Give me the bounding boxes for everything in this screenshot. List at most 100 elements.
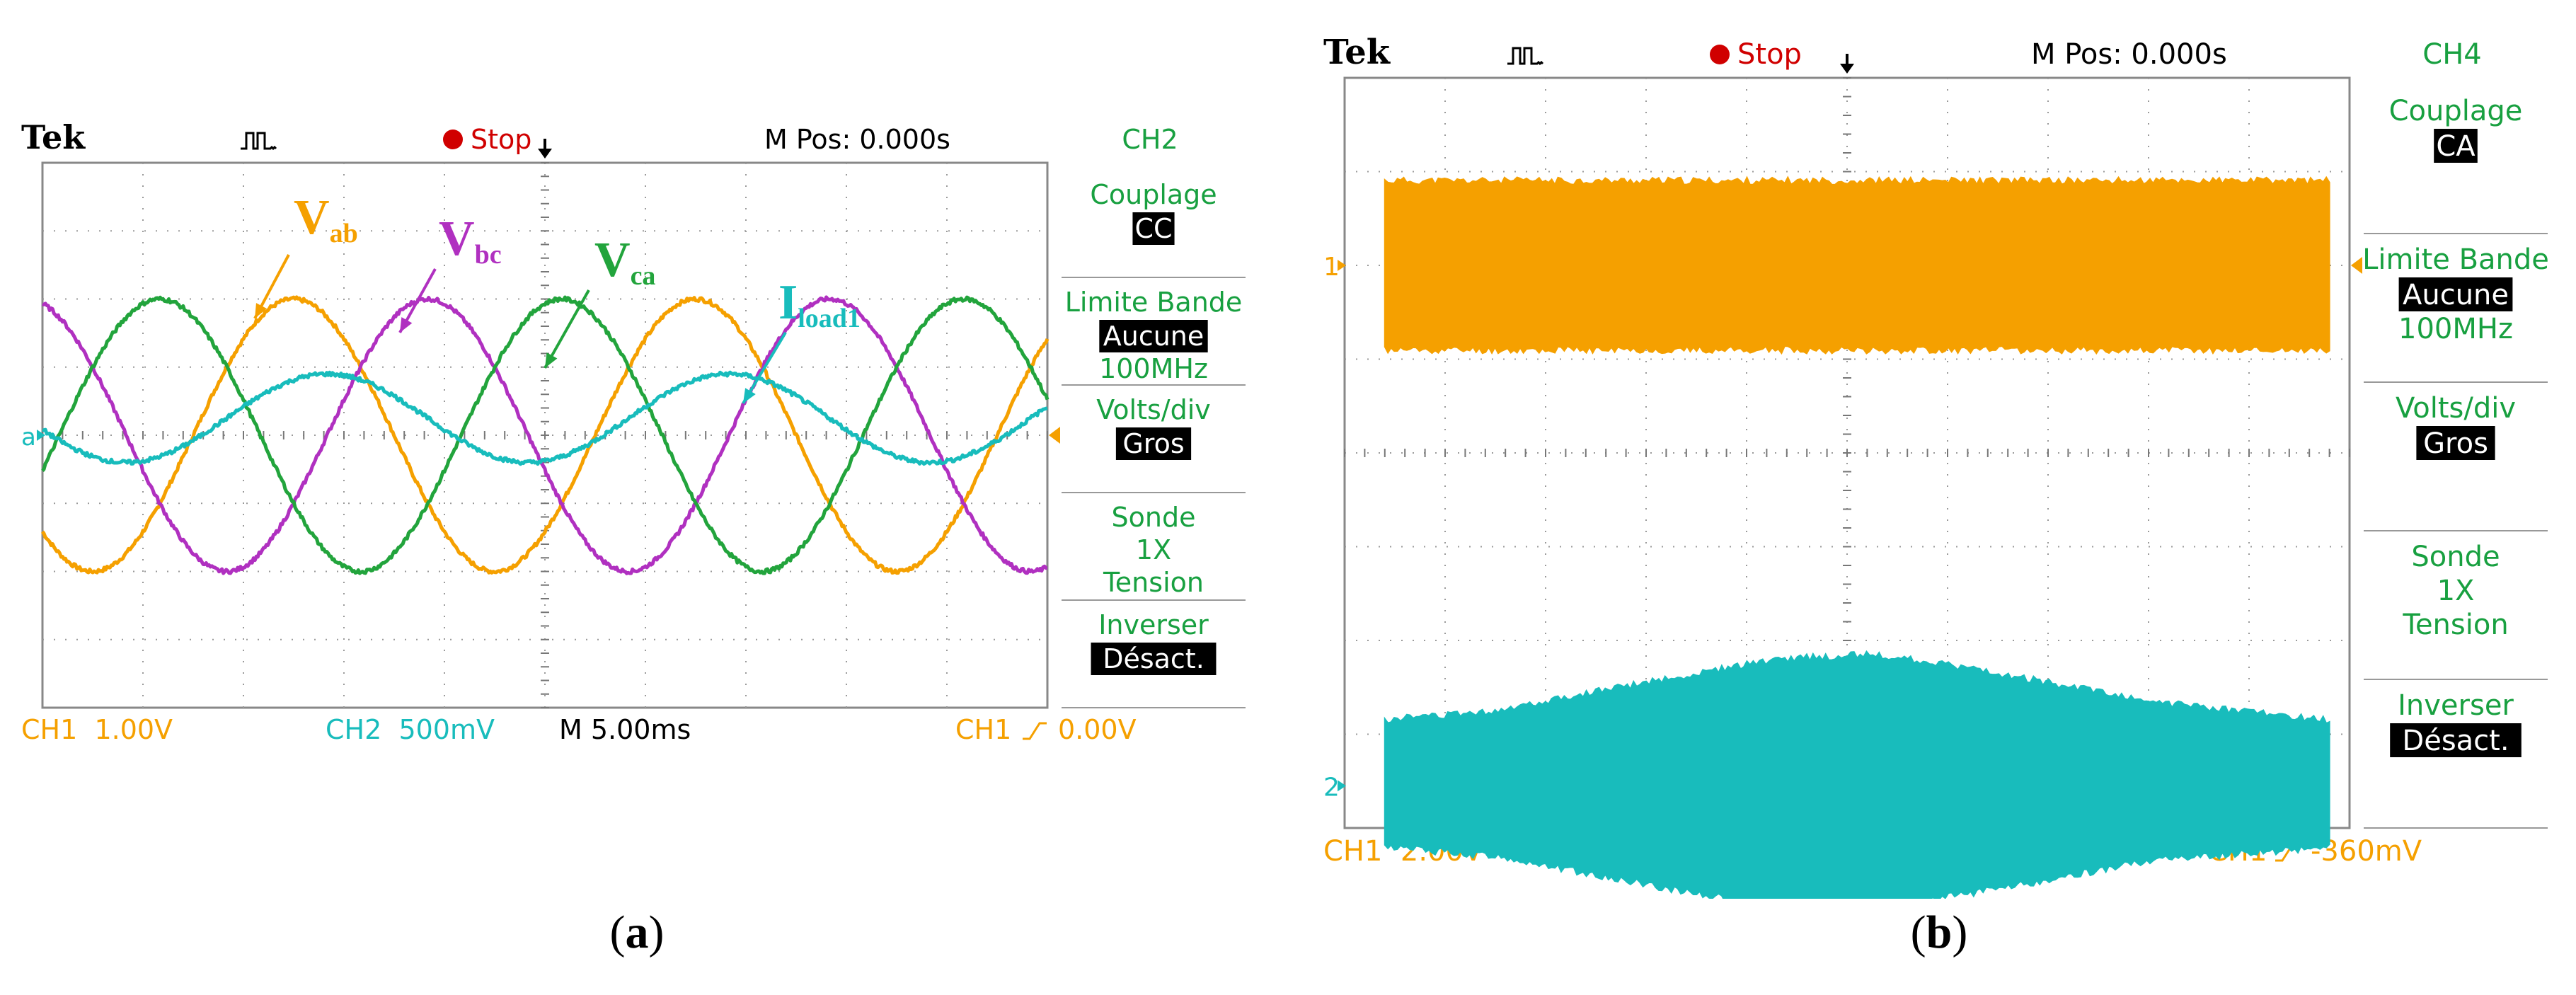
menu-value-box <box>1132 212 1175 245</box>
ground-marker-icon <box>37 430 45 441</box>
trigger-slope-icon <box>1023 722 1047 740</box>
menu-item-value: CA <box>2436 130 2476 163</box>
trigger-position-icon <box>1840 54 1854 74</box>
ground-marker-label: a <box>21 423 36 452</box>
waveform-vbc <box>42 295 1048 575</box>
label-arrow-line <box>544 289 590 369</box>
scope-panel-a: Tek Stop M Pos: 0.000s CH2 Couplage CC Limite … <box>21 106 1253 786</box>
menu-value-box <box>1091 643 1217 675</box>
caption-b: (b) <box>1910 907 1968 958</box>
menu-item-value: Aucune <box>1103 321 1204 352</box>
trigger-level-marker-icon <box>1049 427 1060 444</box>
label-main: V <box>439 212 475 266</box>
label-subscript: bc <box>475 240 502 270</box>
ch2-marker-label: 2 <box>1323 773 1340 802</box>
menu-item-title: Limite Bande <box>2362 243 2549 276</box>
caption-a-letter: a <box>625 907 649 958</box>
menu-item-title: Couplage <box>1090 179 1217 210</box>
timebase: M 5.00ms <box>559 714 691 745</box>
trigger-level: 0.00V <box>1058 714 1137 745</box>
trigger-position-icon <box>538 139 552 159</box>
label-arrow-head-icon <box>255 303 268 318</box>
acquisition-pulse-icon <box>241 132 277 151</box>
ch2-marker-icon <box>1338 780 1346 792</box>
menu-item-title: Inverser <box>2398 689 2514 722</box>
menu-channel-title: CH4 <box>2422 38 2481 71</box>
menu-value-box <box>1115 427 1192 460</box>
waveform-iload1 <box>42 370 1048 466</box>
waveform-ch1 <box>1384 176 2330 355</box>
menu-channel-title: CH2 <box>1122 124 1178 155</box>
label-main: V <box>294 190 330 245</box>
menu-item-subvalue: 1X <box>1136 534 1171 565</box>
menu-item-subvalue: 100MHz <box>1099 353 1208 384</box>
menu-item-title: Limite Bande <box>1065 287 1243 318</box>
stop-indicator-icon <box>443 130 463 149</box>
label-vca: Vca <box>594 233 655 291</box>
ch1-marker-icon <box>1338 260 1346 271</box>
caption-a: (a) <box>609 907 665 958</box>
label-arrow-head-icon <box>545 352 558 368</box>
menu-item-value: Aucune <box>2403 279 2509 311</box>
menu-item-subvalue: Tension <box>1103 567 1204 598</box>
ch1-marker-label: 1 <box>1323 253 1340 282</box>
tek-logo: Tek <box>21 118 86 156</box>
menu-item-value: Désact. <box>2402 725 2509 757</box>
label-subscript: ca <box>631 261 656 291</box>
trigger-level-marker-icon <box>2351 257 2362 274</box>
stop-indicator-icon <box>1710 45 1730 64</box>
menu-item-title: Sonde <box>1112 502 1196 533</box>
scope-panel-b: Tek Stop M Pos: 0.000s CH4 Couplage CA Limite … <box>1323 21 2555 899</box>
menu-value-box <box>1099 320 1208 352</box>
menu-item-value: Désact. <box>1103 643 1204 674</box>
menu-item-title: Volts/div <box>1096 394 1211 425</box>
tek-logo: Tek <box>1323 33 1391 72</box>
label-main: I <box>778 275 798 330</box>
run-status: Stop <box>1737 38 1802 71</box>
horizontal-position: M Pos: 0.000s <box>764 124 950 155</box>
horizontal-position: M Pos: 0.000s <box>2031 38 2227 71</box>
waveform-vab <box>41 295 1050 575</box>
menu-value-box <box>2398 277 2513 311</box>
label-vbc: Vbc <box>439 212 502 270</box>
menu-value-box <box>2390 723 2522 757</box>
ch1-scale: CH1 1.00V <box>21 714 173 745</box>
trigger-channel: CH1 <box>955 714 1011 745</box>
menu-item-title: Inverser <box>1098 609 1209 640</box>
waveform-vca <box>41 295 1050 575</box>
acquisition-pulse-icon <box>1507 47 1544 66</box>
label-main: V <box>594 233 631 287</box>
label-vab: Vab <box>294 190 358 248</box>
menu-item-value: Gros <box>1122 428 1184 459</box>
menu-item-title: Volts/div <box>2396 392 2516 425</box>
label-arrow-head-icon <box>743 388 756 403</box>
label-subscript: load1 <box>798 304 861 333</box>
ch2-scale: CH2 500mV <box>326 714 495 745</box>
caption-b-letter: b <box>1926 907 1953 958</box>
menu-value-box <box>2434 129 2478 163</box>
label-arrow-head-icon <box>400 317 413 333</box>
menu-item-subvalue: Tension <box>2402 609 2508 641</box>
menu-item-subvalue: 100MHz <box>2398 313 2513 345</box>
menu-item-title: Couplage <box>2389 95 2523 127</box>
menu-item-value: CC <box>1134 213 1172 244</box>
waveform-ch2 <box>1384 650 2330 899</box>
label-iload1: Iload1 <box>778 275 861 333</box>
menu-item-subvalue: 1X <box>2437 575 2475 607</box>
label-subscript: ab <box>330 219 358 248</box>
menu-item-value: Gros <box>2423 427 2488 460</box>
run-status: Stop <box>471 124 531 155</box>
menu-value-box <box>2416 426 2495 460</box>
